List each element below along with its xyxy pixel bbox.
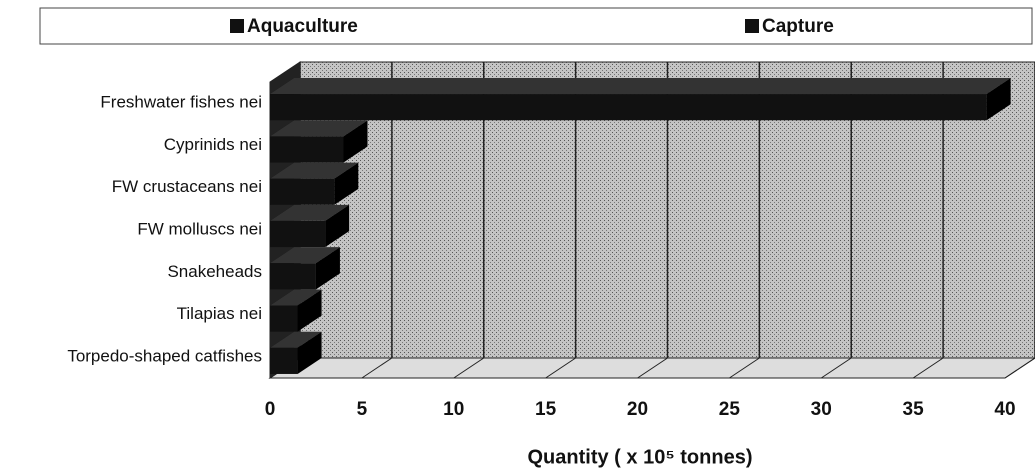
y-tick-label: Cyprinids nei	[164, 135, 262, 154]
legend-box	[39, 7, 1033, 45]
x-tick-label: 30	[811, 399, 832, 420]
bar	[270, 289, 322, 332]
floor-grid-line	[637, 357, 668, 379]
floor-grid-line	[361, 357, 393, 379]
y-tick-label: FW crustaceans nei	[112, 177, 262, 196]
bar	[270, 331, 322, 374]
floor-grid-line	[729, 357, 760, 379]
bar	[270, 204, 350, 248]
legend-label: Capture	[762, 16, 834, 37]
bar	[270, 120, 368, 163]
y-tick-label: Torpedo-shaped catfishes	[67, 346, 262, 365]
x-axis-label: Quantity ( x 10⁵ tonnes)	[528, 446, 753, 468]
x-tick-label: 5	[357, 399, 368, 420]
x-tick-label: 40	[994, 399, 1015, 420]
bar	[270, 78, 1011, 121]
floor-grid-line	[545, 357, 576, 379]
bar	[270, 247, 340, 290]
x-tick-label: 15	[535, 399, 557, 420]
x-tick-label: 10	[443, 399, 464, 420]
y-tick-label: Freshwater fishes nei	[100, 93, 262, 112]
x-tick-label: 0	[265, 399, 276, 420]
floor-grid-line	[820, 357, 852, 379]
y-tick-label: Tilapias nei	[177, 304, 262, 323]
floor-grid-line	[453, 357, 485, 379]
bar	[270, 162, 359, 205]
y-tick-label: Snakeheads	[167, 262, 262, 281]
legend-label: Aquaculture	[247, 16, 358, 37]
legend-swatch	[745, 19, 759, 33]
legend-swatch	[230, 19, 244, 33]
floor-grid-line	[912, 357, 944, 379]
y-tick-label: FW molluscs nei	[137, 219, 262, 238]
floor-grid-line	[1004, 357, 1035, 379]
x-tick-label: 20	[627, 399, 648, 420]
x-tick-label: 35	[903, 399, 925, 420]
x-tick-label: 25	[719, 399, 741, 420]
